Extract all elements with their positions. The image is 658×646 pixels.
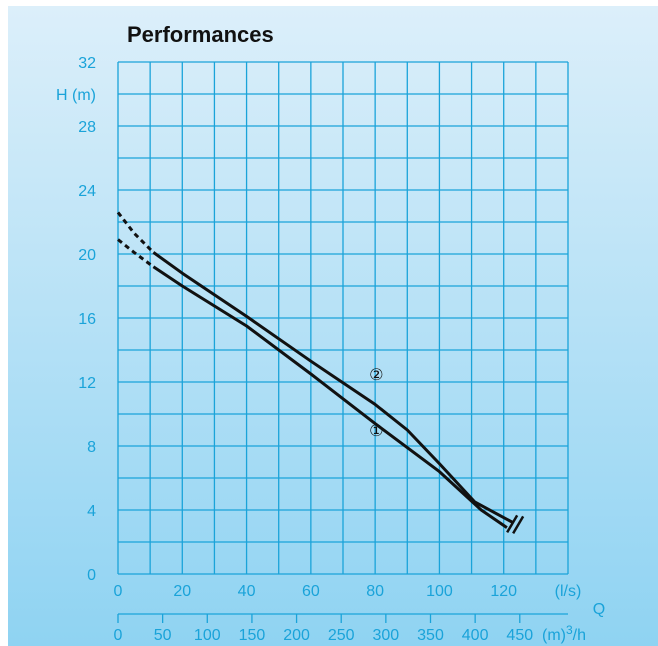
x-tick-label-m3h: 100 [194,627,221,644]
y-tick-label: 16 [78,311,96,328]
x-tick-label-m3h: 150 [239,627,266,644]
x-unit-m3h: (m)3/h [542,623,586,644]
grid [117,61,569,623]
y-tick-label: 4 [87,503,96,520]
chart-title: Performances [127,22,274,47]
x-tick-label-ls: 120 [490,583,517,600]
x-tick-label-m3h: 200 [283,627,310,644]
y-tick-label: 32 [78,55,96,72]
curve-1-label: ① [369,421,383,440]
chart-background [8,6,658,646]
x-tick-label-ls: 100 [426,583,453,600]
curve-2-label: ② [369,365,383,384]
curve-1-dashed [117,238,155,269]
y-tick-label: 12 [78,375,96,392]
x-tick-label-m3h: 450 [506,627,533,644]
y-tick-label: 8 [87,439,96,456]
curve-2 [152,251,515,525]
y-tick-label: 24 [78,183,96,200]
x-tick-label-ls: 40 [238,583,256,600]
curves [116,211,525,535]
curve-1 [152,265,508,529]
x-tick-label-m3h: 400 [462,627,489,644]
x-tick-label-m3h: 50 [154,627,172,644]
curve-end-stop-mark [512,515,525,535]
y-tick-label: 20 [78,247,96,264]
x-axis-label: Q [593,601,605,618]
x-tick-label-m3h: 0 [114,627,123,644]
x-tick-label-ls: 60 [302,583,320,600]
x-tick-label-ls: 20 [173,583,191,600]
x-unit-ls: (l/s) [555,583,582,600]
x-tick-label-ls: 80 [366,583,384,600]
y-tick-label: 0 [87,567,96,584]
curve-end-stop-mark [506,514,519,534]
x-tick-label-ls: 0 [114,583,123,600]
y-axis-label: H (m) [56,87,96,104]
x-tick-label-m3h: 300 [373,627,400,644]
x-tick-label-m3h: 350 [417,627,444,644]
x-tick-label-m3h: 250 [328,627,355,644]
labels: Performances 0 4 8 12 16 20 24 28 32 H (m) 0 20 40 60 8… [56,22,605,644]
y-tick-label: 28 [78,119,96,136]
